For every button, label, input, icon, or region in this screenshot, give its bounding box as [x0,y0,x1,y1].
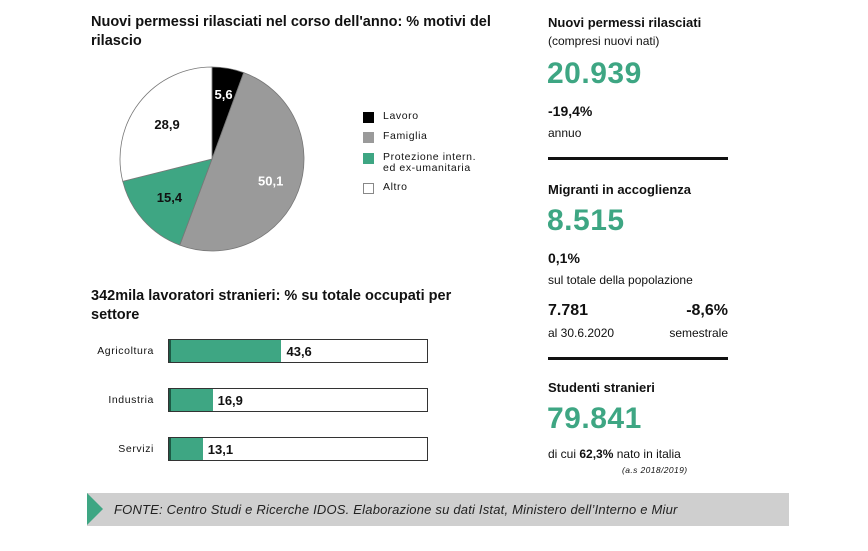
accoglienza-change2: -8,6% [628,302,728,320]
bar-category-label: Servizi [0,443,154,455]
legend-label: Lavoro [383,111,419,122]
pie-value-label: 15,4 [157,190,183,205]
bar [169,389,213,411]
accoglienza-change2-label: semestrale [628,326,728,340]
legend-swatch [363,132,374,143]
studenti-note-suffix: nato in italia [617,447,681,461]
bar [169,340,281,362]
legend-item: Altro [363,182,408,194]
accoglienza-share: 0,1% [548,250,580,266]
permessi-change-label: annuo [548,126,581,140]
pie-chart-title: Nuovi permessi rilasciati nel corso dell… [91,13,491,51]
bar-track: 16,9 [168,388,428,412]
legend-label: Famiglia [383,131,427,142]
bar-category-label: Industria [0,394,154,406]
bar-value-label: 13,1 [208,442,233,457]
legend-label: Altro [383,182,408,193]
pie-value-label: 50,1 [258,174,283,189]
legend-item: Famiglia [363,131,427,143]
accoglienza-title: Migranti in accoglienza [548,182,691,197]
pie-value-label: 5,6 [215,87,233,102]
source-text: FONTE: Centro Studi e Ricerche IDOS. Ela… [114,502,678,517]
bar-value-label: 16,9 [218,393,243,408]
permessi-value: 20.939 [547,57,642,91]
source-footer: FONTE: Centro Studi e Ricerche IDOS. Ela… [87,493,789,526]
separator-1 [548,157,728,160]
legend-swatch [363,153,374,164]
accoglienza-share-label: sul totale della popolazione [548,273,693,287]
pie-value-label: 28,9 [154,117,179,132]
permessi-title: Nuovi permessi rilasciati [548,15,701,30]
studenti-value: 79.841 [547,402,642,436]
separator-2 [548,357,728,360]
bar [169,438,203,460]
legend-swatch [363,183,374,194]
permessi-change: -19,4% [548,103,592,119]
legend-item: Protezione intern. ed ex-umanitaria [363,152,476,174]
bar-track: 13,1 [168,437,428,461]
accoglienza-value2-label: al 30.6.2020 [548,326,614,340]
footer-arrow-icon [87,493,103,525]
studenti-note-value: 62,3% [579,447,613,461]
accoglienza-value2: 7.781 [548,302,588,320]
studenti-note: di cui 62,3% nato in italia [548,447,681,461]
legend-label: Protezione intern. ed ex-umanitaria [383,152,476,174]
studenti-note-prefix: di cui [548,447,576,461]
studenti-year: (a.s 2018/2019) [622,465,688,475]
bar-category-label: Agricoltura [0,345,154,357]
bar-track: 43,6 [168,339,428,363]
bar-chart-title: 342mila lavoratori stranieri: % su total… [91,287,481,325]
permessi-subtitle: (compresi nuovi nati) [548,34,659,48]
accoglienza-value: 8.515 [547,204,625,238]
legend-swatch [363,112,374,123]
studenti-title: Studenti stranieri [548,380,655,395]
legend-item: Lavoro [363,111,419,123]
pie-chart: 5,6 50,1 15,4 28,9 [110,58,318,266]
bar-value-label: 43,6 [286,344,311,359]
